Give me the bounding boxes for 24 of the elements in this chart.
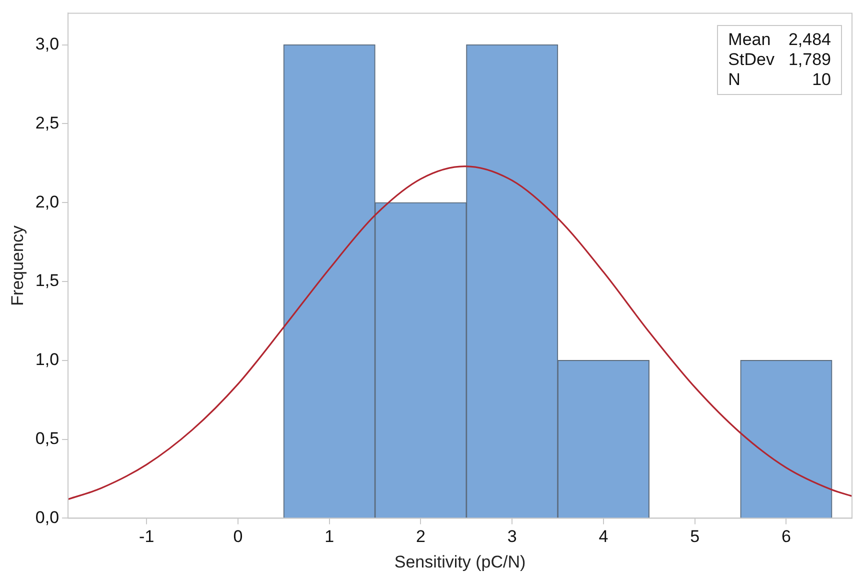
- x-tick-label: 6: [781, 527, 791, 546]
- x-tick-label: 4: [598, 527, 608, 546]
- line-series: [68, 165, 852, 500]
- annotation: 10: [811, 70, 831, 90]
- x-tick-label: 0: [233, 527, 243, 546]
- x-axis-title: Sensitivity (pC/N): [394, 552, 526, 572]
- annotation: 1,789: [788, 50, 831, 70]
- y-tick-label: 3,0: [35, 34, 60, 54]
- x-tick-label: 5: [690, 527, 700, 546]
- annotation: Mean: [728, 30, 772, 50]
- y-tick-label: 1,5: [35, 271, 60, 290]
- annotation: StDev: [728, 50, 774, 70]
- x-tick-label: 2: [416, 527, 426, 546]
- x-tick-label: 3: [507, 527, 517, 546]
- annotation: N: [728, 70, 742, 90]
- y-tick-label: 0,5: [35, 428, 60, 448]
- y-tick-label: 2,0: [35, 192, 60, 212]
- y-axis-title: Frequency: [8, 225, 27, 306]
- y-tick-label: 2,5: [35, 113, 60, 132]
- annotation: 2,484: [788, 30, 831, 50]
- x-tick-label: -1: [139, 527, 154, 546]
- y-tick-label: 0,0: [35, 508, 60, 527]
- y-tick-label: 1,0: [35, 350, 60, 370]
- x-tick-label: 1: [324, 527, 334, 546]
